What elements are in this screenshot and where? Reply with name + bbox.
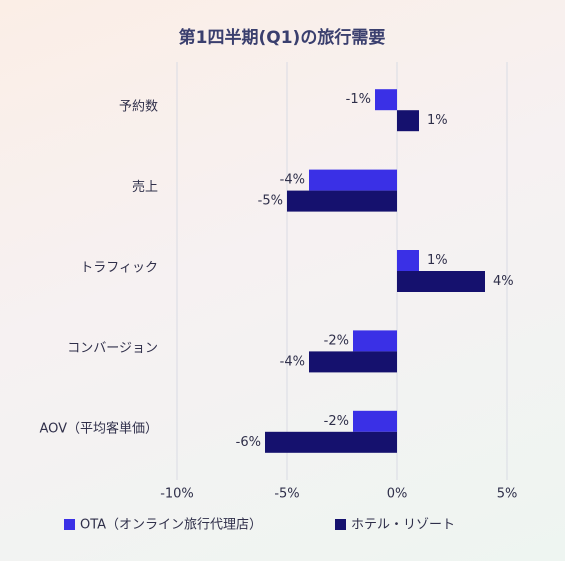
- bar: [309, 351, 397, 373]
- value-label: -2%: [324, 333, 349, 348]
- value-label: 4%: [493, 274, 514, 289]
- bar: [397, 271, 485, 292]
- value-label: -6%: [236, 435, 261, 450]
- x-tick-label: -10%: [160, 487, 194, 502]
- bar: [309, 169, 397, 191]
- bar: [353, 410, 397, 432]
- legend-swatch: [335, 519, 346, 530]
- value-label: 1%: [427, 253, 448, 268]
- chart-title: 第1四半期(Q1)の旅行需要: [179, 27, 386, 48]
- legend-label: OTA（オンライン旅行代理店）: [80, 518, 262, 533]
- value-label: -2%: [324, 414, 349, 429]
- bar: [375, 89, 397, 111]
- x-tick-label: 5%: [497, 487, 518, 502]
- y-tick-label: 予約数: [119, 100, 158, 115]
- value-label: -4%: [280, 173, 305, 188]
- y-tick-label: コンバージョン: [67, 341, 158, 356]
- x-tick-label: -5%: [274, 487, 299, 502]
- value-label: -1%: [346, 92, 371, 107]
- bar: [397, 250, 419, 271]
- y-tick-label: トラフィック: [80, 261, 158, 276]
- bar: [265, 431, 397, 453]
- legend-swatch: [64, 519, 75, 530]
- bar: [287, 190, 397, 212]
- x-tick-label: 0%: [387, 487, 408, 502]
- value-label: -5%: [258, 194, 283, 209]
- value-label: 1%: [427, 113, 448, 128]
- bar: [397, 110, 419, 132]
- legend-label: ホテル・リゾート: [351, 518, 455, 533]
- y-tick-label: AOV（平均客単価）: [39, 420, 158, 436]
- y-tick-label: 売上: [132, 179, 158, 195]
- bar: [353, 330, 397, 352]
- value-label: -4%: [280, 354, 305, 369]
